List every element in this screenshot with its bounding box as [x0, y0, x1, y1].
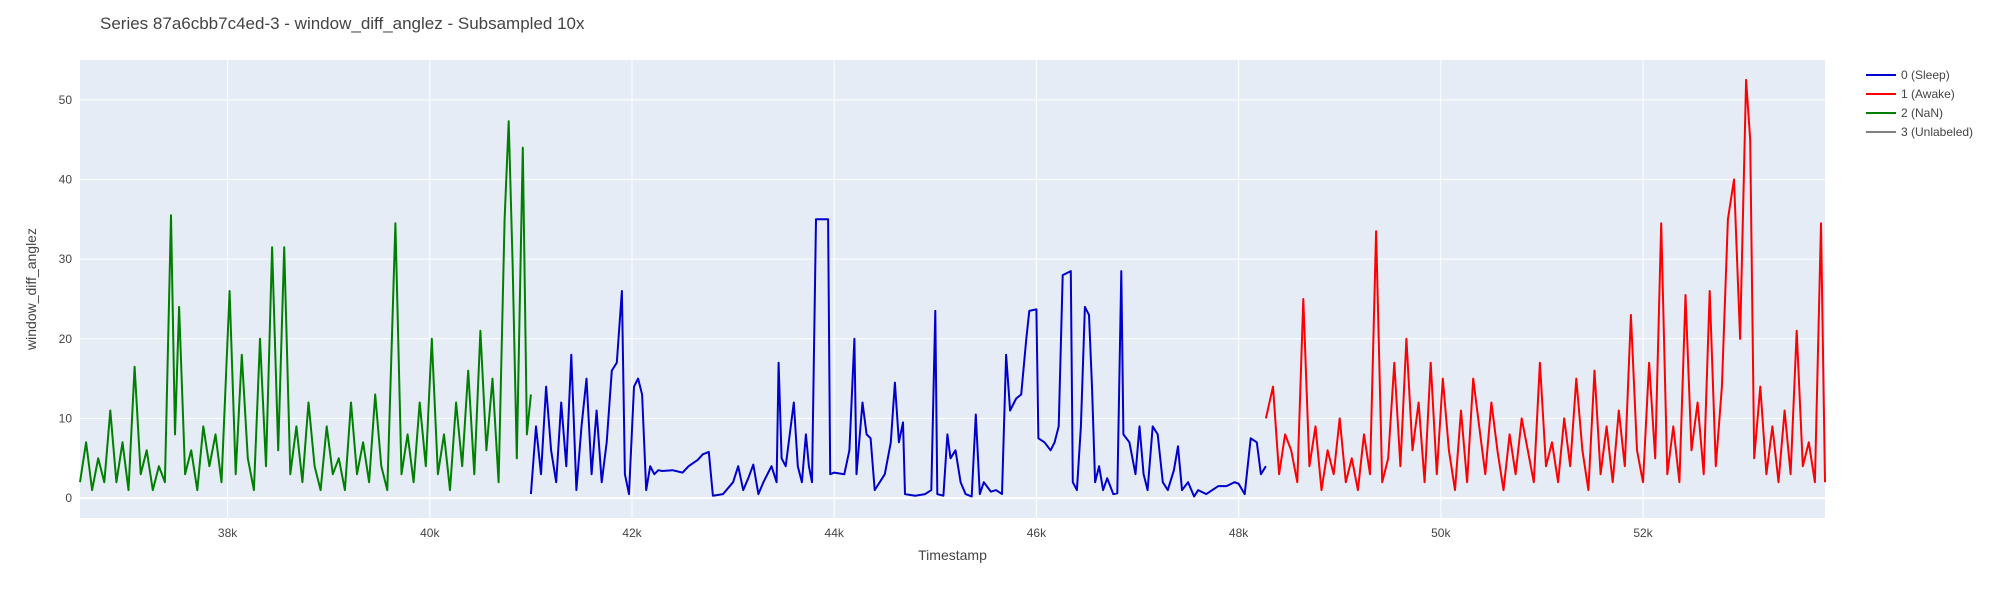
gridlines: [80, 60, 1825, 518]
x-axis: 38k 40k 42k 44k 46k 48k 50k 52k: [218, 526, 1654, 540]
y-axis-title: window_diff_anglez: [23, 228, 39, 351]
y-tick-label: 40: [59, 172, 73, 186]
y-tick-label: 20: [59, 332, 73, 346]
x-tick-label: 40k: [420, 526, 440, 540]
x-axis-title: Timestamp: [918, 547, 987, 563]
x-tick-label: 52k: [1633, 526, 1653, 540]
y-tick-label: 0: [65, 491, 72, 505]
legend-label: 2 (NaN): [1901, 106, 1943, 120]
y-tick-label: 50: [59, 93, 73, 107]
legend-item[interactable]: 2 (NaN): [1866, 106, 1943, 120]
legend-label: 1 (Awake): [1901, 87, 1955, 101]
plot-area: [80, 60, 1825, 518]
series-lines: [79, 78, 1826, 498]
series-line-2-nan-: [79, 120, 532, 492]
legend-item[interactable]: 1 (Awake): [1866, 87, 1955, 101]
x-tick-label: 38k: [218, 526, 238, 540]
y-tick-label: 10: [59, 411, 73, 425]
legend[interactable]: 0 (Sleep) 1 (Awake) 2 (NaN) 3 (Unlabeled): [1866, 68, 1973, 139]
x-tick-label: 50k: [1431, 526, 1451, 540]
x-tick-label: 44k: [825, 526, 845, 540]
legend-label: 3 (Unlabeled): [1901, 125, 1973, 139]
x-tick-label: 42k: [622, 526, 642, 540]
legend-label: 0 (Sleep): [1901, 68, 1950, 82]
series-line-1-awake-: [1264, 78, 1826, 492]
y-tick-label: 30: [59, 252, 73, 266]
x-tick-label: 48k: [1229, 526, 1249, 540]
legend-item[interactable]: 0 (Sleep): [1866, 68, 1950, 82]
series-line-0-sleep-: [529, 218, 1267, 498]
y-axis: 0 10 20 30 40 50: [59, 93, 73, 505]
x-tick-label: 46k: [1027, 526, 1047, 540]
chart-title: Series 87a6cbb7c4ed-3 - window_diff_angl…: [100, 14, 585, 33]
legend-item[interactable]: 3 (Unlabeled): [1866, 125, 1973, 139]
